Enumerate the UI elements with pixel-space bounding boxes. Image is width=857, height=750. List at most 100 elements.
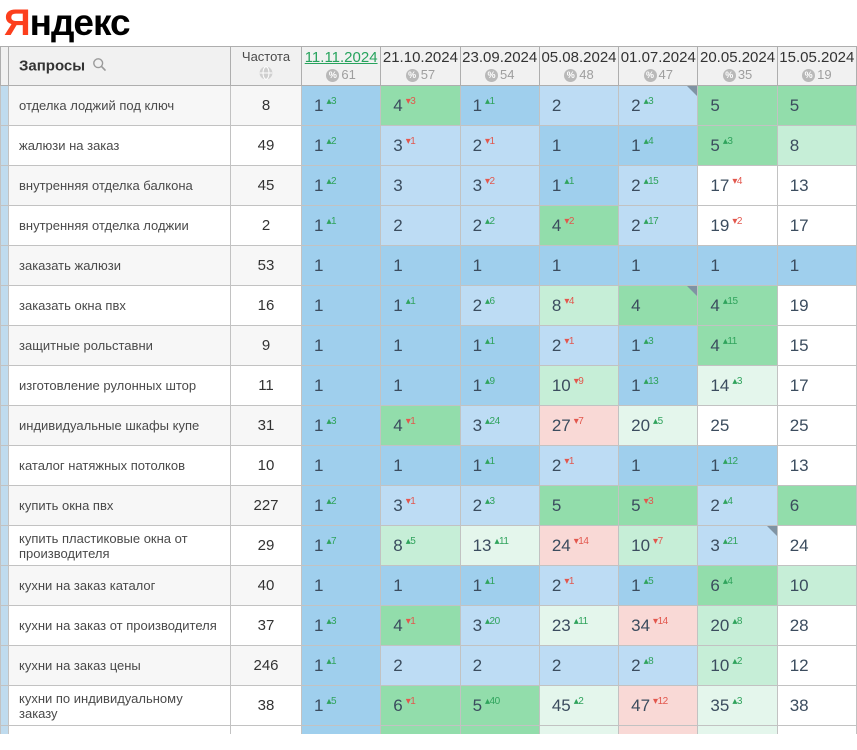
position-cell[interactable]: 1 xyxy=(776,245,857,286)
date-label[interactable]: 01.07.2024 xyxy=(620,49,696,67)
position-cell[interactable]: 1 ▴1 xyxy=(459,445,540,486)
position-cell[interactable]: 1 xyxy=(618,445,699,486)
position-cell[interactable]: 1 xyxy=(380,445,461,486)
position-cell[interactable]: 38 xyxy=(776,685,857,726)
row-marker-cell[interactable] xyxy=(0,205,9,246)
position-cell[interactable]: 1 ▴3 xyxy=(300,405,382,446)
position-cell[interactable]: 1 xyxy=(697,245,778,286)
position-cell[interactable]: 2 xyxy=(538,85,620,126)
row-marker-cell[interactable] xyxy=(0,165,9,206)
position-cell[interactable]: 5 xyxy=(697,85,778,126)
position-cell[interactable]: 3 ▴20 xyxy=(459,605,540,646)
position-cell[interactable]: 1 ▴1 xyxy=(300,205,382,246)
position-cell[interactable]: 19 xyxy=(776,285,857,326)
corner-note-marker[interactable] xyxy=(687,286,697,296)
date-label[interactable]: 21.10.2024 xyxy=(382,49,458,67)
position-cell[interactable]: 2 ▴6 xyxy=(459,285,540,326)
position-cell[interactable]: 1 ▴4 xyxy=(618,125,699,166)
position-cell[interactable]: 13 xyxy=(776,165,857,206)
position-cell[interactable]: 2 ▾1 xyxy=(538,565,620,606)
position-cell[interactable]: 1 ▴1 xyxy=(459,325,540,366)
date-column-header-05.08.2024[interactable]: 05.08.2024% 48 xyxy=(538,46,620,86)
date-column-header-11.11.2024[interactable]: 11.11.2024% 61 xyxy=(300,46,382,86)
position-cell[interactable]: 4 xyxy=(618,285,699,326)
position-cell[interactable]: 4 ▾1 xyxy=(380,605,461,646)
row-marker-cell[interactable] xyxy=(0,605,9,646)
query-cell[interactable]: внутренняя отделка балкона xyxy=(8,165,231,206)
position-cell[interactable]: 6 ▾1 xyxy=(380,685,461,726)
position-cell[interactable]: 17 ▾4 xyxy=(697,165,778,206)
query-cell[interactable]: отделка лоджий под ключ xyxy=(8,85,231,126)
position-cell[interactable]: 1 xyxy=(380,245,461,286)
position-cell[interactable]: 15 xyxy=(776,325,857,366)
position-cell[interactable]: 45 ▴2 xyxy=(538,685,620,726)
position-cell[interactable]: 1 xyxy=(300,325,382,366)
position-cell[interactable]: 13 xyxy=(776,445,857,486)
position-cell[interactable]: 8 ▾4 xyxy=(538,285,620,326)
position-cell[interactable]: 3 ▴21 xyxy=(697,525,778,566)
date-label[interactable]: 05.08.2024 xyxy=(541,49,617,67)
position-cell[interactable]: 27 ▾7 xyxy=(538,405,620,446)
date-label[interactable]: 23.09.2024 xyxy=(462,49,538,67)
position-cell[interactable]: 1 ▴7 xyxy=(300,525,382,566)
position-cell[interactable]: 1 xyxy=(300,285,382,326)
position-cell[interactable]: 1 xyxy=(538,245,620,286)
row-marker-cell[interactable] xyxy=(0,85,9,126)
position-cell[interactable]: 20 ▴8 xyxy=(697,605,778,646)
position-cell[interactable]: 4 ▾1 xyxy=(380,405,461,446)
position-cell[interactable]: 2 ▴8 xyxy=(618,645,699,686)
query-cell[interactable]: заказать окна пвх xyxy=(8,285,231,326)
query-cell[interactable]: купить пластиковые окна от производителя xyxy=(8,525,231,566)
position-cell[interactable]: 1 ▴5 xyxy=(300,685,382,726)
date-column-header-21.10.2024[interactable]: 21.10.2024% 57 xyxy=(380,46,461,86)
search-icon[interactable] xyxy=(92,57,107,77)
row-marker-cell[interactable] xyxy=(0,685,9,726)
query-cell[interactable]: кухни по индивидуальному заказу xyxy=(8,685,231,726)
position-cell[interactable]: 3 ▴24 xyxy=(459,405,540,446)
position-cell[interactable]: 17 xyxy=(776,205,857,246)
row-marker-cell[interactable] xyxy=(0,365,9,406)
position-cell[interactable]: 1 xyxy=(459,245,540,286)
position-cell[interactable]: 5 xyxy=(776,85,857,126)
position-cell[interactable]: 3 ▾1 xyxy=(380,125,461,166)
date-label[interactable]: 15.05.2024 xyxy=(779,49,855,67)
row-marker-cell[interactable] xyxy=(0,445,9,486)
query-cell[interactable]: внутренняя отделка лоджии xyxy=(8,205,231,246)
position-cell[interactable]: 1 xyxy=(380,325,461,366)
query-cell[interactable]: купить окна пвх xyxy=(8,485,231,526)
position-cell[interactable]: 2 ▴2 xyxy=(459,205,540,246)
position-cell[interactable]: 1 xyxy=(300,365,382,406)
position-cell[interactable]: 47 ▾12 xyxy=(618,685,699,726)
position-cell[interactable]: 8 xyxy=(776,125,857,166)
position-cell[interactable]: 1 xyxy=(300,565,382,606)
position-cell[interactable]: 35 ▴3 xyxy=(697,685,778,726)
position-cell[interactable]: 2 ▴3 xyxy=(459,485,540,526)
position-cell[interactable]: 6 ▴4 xyxy=(697,565,778,606)
position-cell[interactable]: 2 xyxy=(380,205,461,246)
position-cell[interactable]: 20 ▴5 xyxy=(618,405,699,446)
position-cell[interactable]: 4 ▾2 xyxy=(538,205,620,246)
row-marker-cell[interactable] xyxy=(0,405,9,446)
position-cell[interactable]: 24 ▾14 xyxy=(538,525,620,566)
position-cell[interactable]: 1 ▴1 xyxy=(380,285,461,326)
position-cell[interactable]: 1 xyxy=(538,125,620,166)
position-cell[interactable]: 2 ▾1 xyxy=(459,125,540,166)
position-cell[interactable]: 4 ▴15 xyxy=(697,285,778,326)
position-cell[interactable]: 4 ▾3 xyxy=(380,85,461,126)
position-cell[interactable]: 13 ▴11 xyxy=(459,525,540,566)
position-cell[interactable]: 6 xyxy=(776,485,857,526)
position-cell[interactable]: 25 xyxy=(697,405,778,446)
position-cell[interactable]: 1 ▴1 xyxy=(459,565,540,606)
position-cell[interactable]: 1 ▴2 xyxy=(300,485,382,526)
position-cell[interactable]: 1 ▴12 xyxy=(697,445,778,486)
position-cell[interactable]: 12 xyxy=(776,645,857,686)
position-cell[interactable]: 1 ▴1 xyxy=(538,165,620,206)
position-cell[interactable]: 10 xyxy=(776,565,857,606)
position-cell[interactable]: 1 ▴3 xyxy=(300,85,382,126)
row-marker-cell[interactable] xyxy=(0,645,9,686)
position-cell[interactable]: 1 xyxy=(618,245,699,286)
position-cell[interactable]: 1 xyxy=(380,365,461,406)
date-column-header-23.09.2024[interactable]: 23.09.2024% 54 xyxy=(459,46,540,86)
position-cell[interactable]: 1 ▴13 xyxy=(618,365,699,406)
row-marker-cell[interactable] xyxy=(0,525,9,566)
